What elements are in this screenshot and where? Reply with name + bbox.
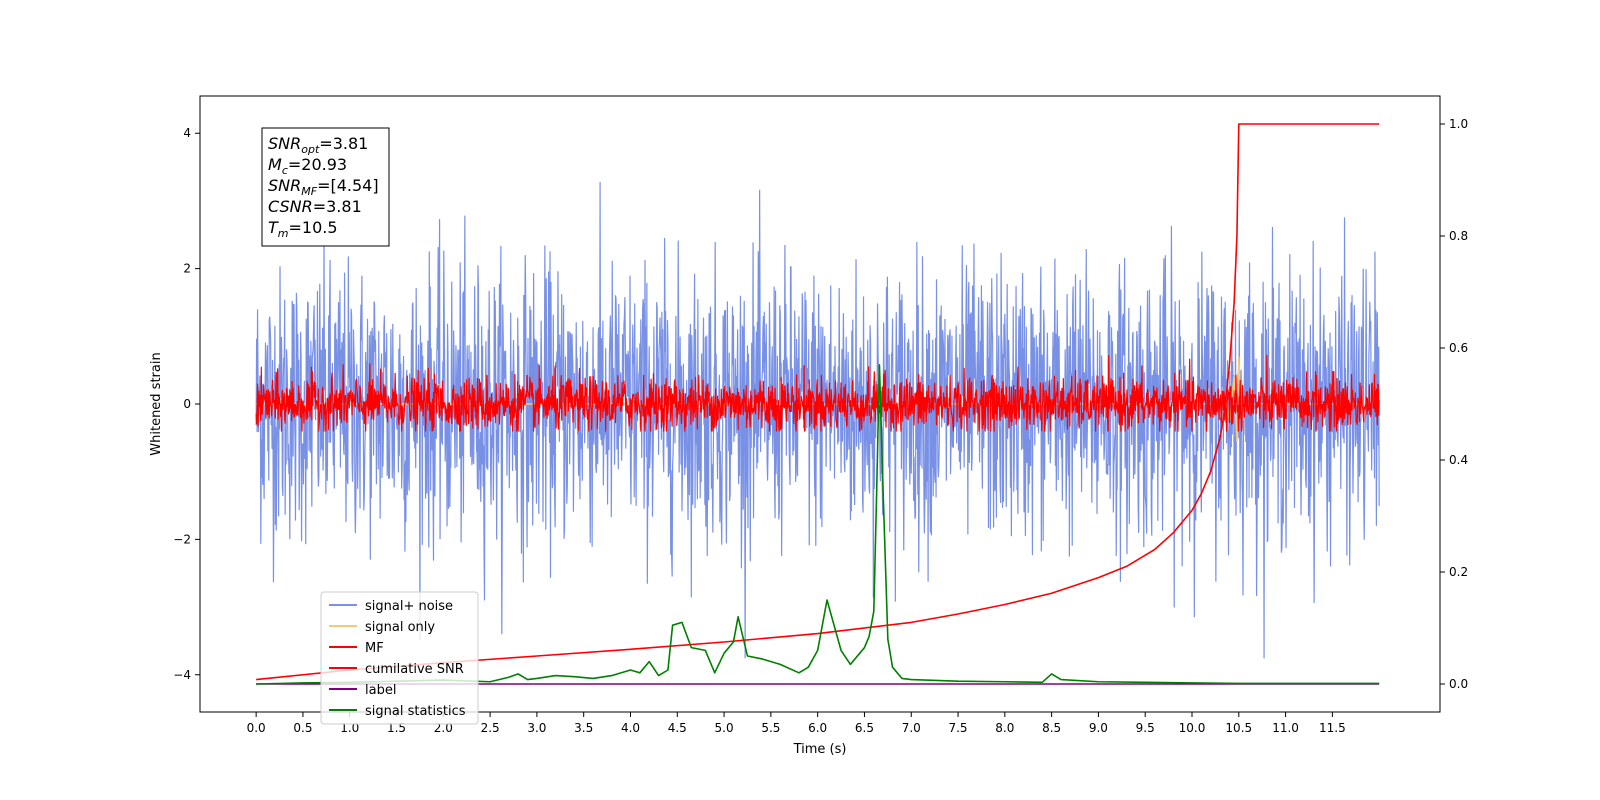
series-line-0: [255, 181, 1380, 659]
series-line-3: [256, 123, 1380, 681]
y-right-tick-label: 0.0: [1449, 677, 1468, 691]
legend: signal+ noise signal only MF cumilative SNR…: [320, 591, 479, 725]
x-tick-label: 7.0: [902, 721, 921, 735]
x-tick-label: 2.5: [481, 721, 500, 735]
x-tick-label: 9.0: [1089, 721, 1108, 735]
legend-label: label: [365, 683, 396, 698]
info-box-frame: [261, 127, 390, 247]
info-line: Tm=10.5: [268, 218, 338, 240]
legend-label: signal only: [365, 620, 435, 635]
info-sub: c: [282, 164, 288, 177]
x-axis: 0.0 0.5 1.0 1.5 2.0 2.5 3.0 3.5 4.0 4.5 5.0 5.5 6.0 6…: [247, 712, 1346, 735]
x-tick-label: 3.0: [527, 721, 546, 735]
x-tick-label: 4.0: [621, 721, 640, 735]
x-tick-label: 7.5: [948, 721, 967, 735]
x-axis-label: Time (s): [793, 742, 847, 757]
info-value: =3.81: [319, 134, 368, 153]
y-left-tick-label: 0: [183, 397, 191, 411]
x-tick-label: 6.5: [855, 721, 874, 735]
info-var: CSNR: [268, 197, 313, 216]
x-tick-label: 10.0: [1179, 721, 1206, 735]
info-value: =10.5: [289, 218, 338, 237]
info-var: T: [268, 218, 279, 237]
y-axis-label: Whitened strain: [149, 352, 164, 455]
info-line: SNRMF=[4.54]: [268, 176, 379, 198]
legend-label: signal statistics: [365, 704, 466, 719]
y-left-tick-label: −4: [173, 668, 191, 682]
series-line-5: [256, 364, 1380, 685]
y-left-tick-label: 2: [183, 262, 191, 276]
y-right-tick-label: 0.8: [1449, 229, 1468, 243]
info-line: SNRopt=3.81: [268, 134, 368, 156]
y-left-tick-label: −2: [173, 532, 191, 546]
info-sub: m: [278, 227, 289, 240]
y-left-tick-label: 4: [183, 126, 191, 140]
info-line: Mc=20.93: [268, 155, 347, 177]
legend-label: signal+ noise: [365, 599, 453, 614]
x-tick-label: 0.0: [247, 721, 266, 735]
info-sub: MF: [301, 185, 317, 198]
info-value: =20.93: [288, 155, 347, 174]
info-value: =[4.54]: [317, 176, 379, 195]
info-value: =3.81: [313, 197, 362, 216]
info-box: SNRopt=3.81Mc=20.93SNRMF=[4.54]CSNR=3.81…: [261, 127, 390, 247]
legend-label: MF: [365, 641, 384, 656]
x-tick-label: 10.5: [1225, 721, 1252, 735]
info-sub: opt: [301, 143, 320, 156]
x-tick-label: 11.5: [1319, 721, 1346, 735]
y-axis-right: 0.0 0.2 0.4 0.6 0.8 1.0: [1440, 117, 1468, 691]
x-tick-label: 4.5: [668, 721, 687, 735]
x-tick-label: 6.0: [808, 721, 827, 735]
info-var: M: [268, 155, 282, 174]
x-tick-label: 5.0: [715, 721, 734, 735]
x-tick-label: 8.5: [1042, 721, 1061, 735]
x-tick-label: 0.5: [293, 721, 312, 735]
info-var: SNR: [268, 134, 301, 153]
x-tick-label: 9.5: [1136, 721, 1155, 735]
x-tick-label: 5.5: [761, 721, 780, 735]
info-line: CSNR=3.81: [268, 197, 362, 216]
y-right-tick-label: 1.0: [1449, 117, 1468, 131]
x-tick-label: 8.0: [995, 721, 1014, 735]
y-axis-left: −4 −2 0 2 4: [173, 126, 200, 682]
y-right-tick-label: 0.2: [1449, 565, 1468, 579]
legend-label: cumilative SNR: [365, 662, 464, 677]
y-right-tick-label: 0.4: [1449, 453, 1468, 467]
x-tick-label: 3.5: [574, 721, 593, 735]
y-right-tick-label: 0.6: [1449, 341, 1468, 355]
series-line-2: [255, 354, 1380, 432]
info-var: SNR: [268, 176, 301, 195]
legend-frame: [320, 591, 479, 725]
x-tick-label: 11.0: [1272, 721, 1299, 735]
